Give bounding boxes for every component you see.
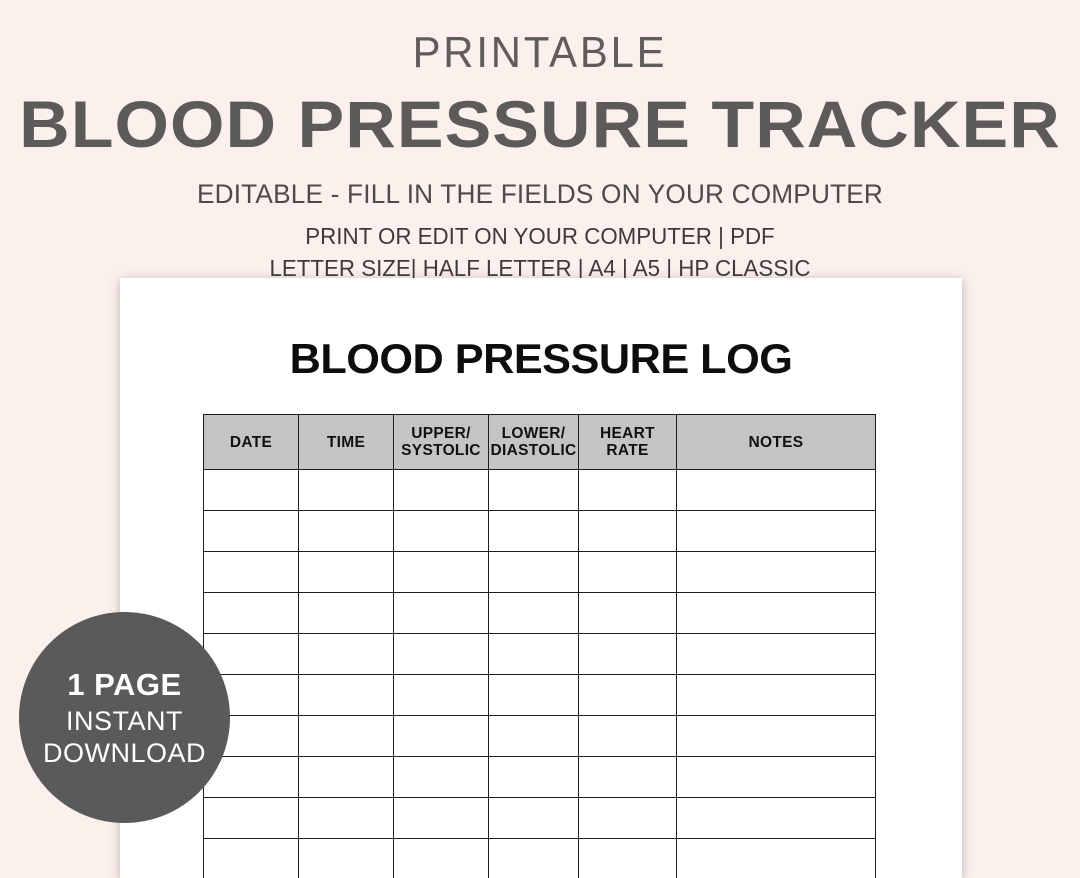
cell-notes[interactable] <box>677 716 876 757</box>
cell-notes[interactable] <box>677 511 876 552</box>
blood-pressure-log-table-wrapper: DATE TIME UPPER/ SYSTOLIC LOWER/ DIASTOL… <box>203 414 875 878</box>
cell-heart[interactable] <box>579 675 677 716</box>
cell-date[interactable] <box>204 798 299 839</box>
column-header-date: DATE <box>204 415 299 470</box>
cell-lower[interactable] <box>489 798 579 839</box>
cell-upper[interactable] <box>394 593 489 634</box>
cell-lower[interactable] <box>489 675 579 716</box>
cell-upper[interactable] <box>394 552 489 593</box>
listing-header: PRINTABLE BLOOD PRESSURE TRACKER EDITABL… <box>0 0 1080 283</box>
table-row <box>204 839 876 878</box>
cell-time[interactable] <box>299 511 394 552</box>
cell-upper[interactable] <box>394 757 489 798</box>
log-title: BLOOD PRESSURE LOG <box>120 278 962 383</box>
cell-lower[interactable] <box>489 716 579 757</box>
cell-notes[interactable] <box>677 470 876 511</box>
column-header-notes-line-1: NOTES <box>677 434 875 451</box>
cell-heart[interactable] <box>579 716 677 757</box>
cell-upper[interactable] <box>394 675 489 716</box>
cell-time[interactable] <box>299 552 394 593</box>
cell-time[interactable] <box>299 675 394 716</box>
cell-heart[interactable] <box>579 634 677 675</box>
blood-pressure-log-table: DATE TIME UPPER/ SYSTOLIC LOWER/ DIASTOL… <box>203 414 876 878</box>
cell-lower[interactable] <box>489 470 579 511</box>
cell-heart[interactable] <box>579 552 677 593</box>
badge-line-1-page-count: 1 PAGE <box>67 667 181 703</box>
cell-lower[interactable] <box>489 552 579 593</box>
cell-time[interactable] <box>299 839 394 878</box>
table-row <box>204 511 876 552</box>
table-body <box>204 470 876 878</box>
table-row <box>204 593 876 634</box>
cell-date[interactable] <box>204 511 299 552</box>
table-row <box>204 757 876 798</box>
table-row <box>204 798 876 839</box>
page-title: BLOOD PRESSURE TRACKER <box>0 80 1080 160</box>
cell-time[interactable] <box>299 470 394 511</box>
cell-upper[interactable] <box>394 839 489 878</box>
cell-heart[interactable] <box>579 511 677 552</box>
cell-notes[interactable] <box>677 593 876 634</box>
cell-notes[interactable] <box>677 839 876 878</box>
cell-upper[interactable] <box>394 511 489 552</box>
subtitle-formats: PRINT OR EDIT ON YOUR COMPUTER | PDF <box>16 211 1064 251</box>
cell-date[interactable] <box>204 470 299 511</box>
cell-lower[interactable] <box>489 757 579 798</box>
cell-time[interactable] <box>299 716 394 757</box>
cell-heart[interactable] <box>579 798 677 839</box>
printable-page-preview: BLOOD PRESSURE LOG DATE TIME <box>120 278 962 878</box>
table-row <box>204 634 876 675</box>
eyebrow-text: PRINTABLE <box>27 0 1053 80</box>
cell-upper[interactable] <box>394 470 489 511</box>
subtitle-editable: EDITABLE - FILL IN THE FIELDS ON YOUR CO… <box>16 160 1064 211</box>
cell-time[interactable] <box>299 798 394 839</box>
table-header-row: DATE TIME UPPER/ SYSTOLIC LOWER/ DIASTOL… <box>204 415 876 470</box>
column-header-upper-systolic: UPPER/ SYSTOLIC <box>394 415 489 470</box>
badge-line-2-instant: INSTANT <box>66 703 183 737</box>
cell-lower[interactable] <box>489 593 579 634</box>
column-header-lower-line-1: LOWER/ <box>489 425 578 442</box>
column-header-date-line-1: DATE <box>204 434 298 451</box>
cell-lower[interactable] <box>489 634 579 675</box>
table-row <box>204 552 876 593</box>
column-header-heart-line-2: RATE <box>579 442 676 459</box>
column-header-time-line-1: TIME <box>299 434 393 451</box>
cell-upper[interactable] <box>394 716 489 757</box>
column-header-notes: NOTES <box>677 415 876 470</box>
cell-notes[interactable] <box>677 757 876 798</box>
instant-download-badge: 1 PAGE INSTANT DOWNLOAD <box>19 612 230 823</box>
cell-lower[interactable] <box>489 839 579 878</box>
table-row <box>204 675 876 716</box>
table-row <box>204 716 876 757</box>
cell-notes[interactable] <box>677 798 876 839</box>
cell-time[interactable] <box>299 757 394 798</box>
cell-lower[interactable] <box>489 511 579 552</box>
cell-heart[interactable] <box>579 470 677 511</box>
cell-time[interactable] <box>299 634 394 675</box>
cell-date[interactable] <box>204 593 299 634</box>
cell-heart[interactable] <box>579 757 677 798</box>
column-header-time: TIME <box>299 415 394 470</box>
column-header-lower-diastolic: LOWER/ DIASTOLIC <box>489 415 579 470</box>
cell-time[interactable] <box>299 593 394 634</box>
badge-line-3-download: DOWNLOAD <box>43 737 206 769</box>
column-header-heart-rate: HEART RATE <box>579 415 677 470</box>
column-header-lower-line-2: DIASTOLIC <box>489 442 578 459</box>
cell-notes[interactable] <box>677 552 876 593</box>
cell-date[interactable] <box>204 839 299 878</box>
column-header-upper-line-1: UPPER/ <box>394 425 488 442</box>
column-header-heart-line-1: HEART <box>579 425 676 442</box>
cell-notes[interactable] <box>677 634 876 675</box>
cell-upper[interactable] <box>394 634 489 675</box>
cell-heart[interactable] <box>579 839 677 878</box>
column-header-upper-line-2: SYSTOLIC <box>394 442 488 459</box>
cell-upper[interactable] <box>394 798 489 839</box>
table-row <box>204 470 876 511</box>
cell-heart[interactable] <box>579 593 677 634</box>
cell-notes[interactable] <box>677 675 876 716</box>
cell-date[interactable] <box>204 552 299 593</box>
